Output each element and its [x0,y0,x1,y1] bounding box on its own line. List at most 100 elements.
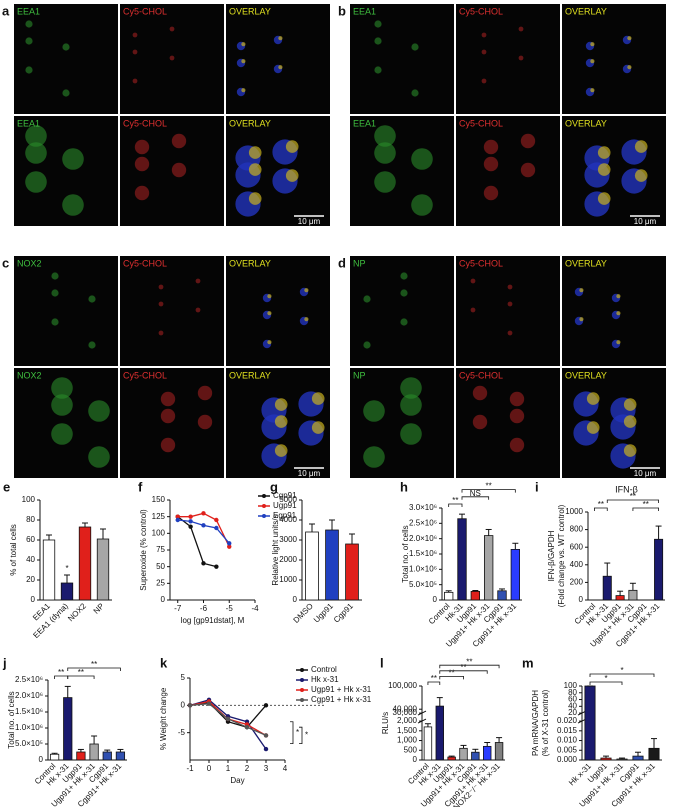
series-line [177,512,230,547]
stain [374,125,396,147]
stain [51,423,73,445]
y-tick-label: 1000 [565,507,583,516]
stain [411,148,433,170]
image-label: EEA1 [353,118,376,128]
image-label: EEA1 [17,118,40,128]
bar [457,518,467,601]
bar [305,531,319,601]
y-tick-label: 2.5×10⁶ [15,675,43,684]
stain [623,444,637,457]
image-label: Cy5-CHOL [459,118,503,128]
stain [634,169,648,182]
stain [158,330,164,336]
image-label: Cy5-CHOL [459,370,503,380]
stain [363,400,385,422]
stain [267,340,272,345]
y-tick-label: 2.0×10⁶ [409,534,437,543]
y-tick-label: 50 [156,562,165,571]
stain [374,171,396,193]
stain [597,163,611,176]
point [214,525,219,531]
series-line [189,699,267,750]
stain [171,133,187,149]
point [244,725,250,730]
bar [42,539,56,601]
y-tick-label: 0 [579,595,584,604]
stain [616,340,621,345]
panel-letter: i [535,479,539,494]
stain [481,78,487,84]
bar [483,745,492,761]
chart-title: IFN-β [615,484,638,494]
bar [584,685,596,761]
y-tick-label: 2.0×10⁶ [15,691,43,700]
stain [62,89,70,97]
stain [197,385,213,401]
y-tick-label: 4000 [279,515,297,524]
y-tick-label: 0 [181,700,186,709]
stain [616,294,621,299]
micrograph [226,256,330,366]
significance-bracket [461,496,490,500]
image-label: NOX2 [17,258,42,268]
x-axis-label: Day [230,776,244,785]
panel-letter: d [338,255,346,270]
significance: * [620,666,623,675]
stain [51,289,59,297]
stain [285,169,299,182]
stain [134,139,150,155]
micrograph [562,256,666,366]
bar [471,751,480,761]
stain [400,377,422,399]
x-tick-label: DMSO [292,602,315,625]
legend-label: Hk x-31 [311,675,339,684]
panel-letter: h [400,479,408,494]
stain [267,294,272,299]
significance: ** [598,500,604,509]
stain [171,162,187,178]
image-label: Cy5-CHOL [123,370,167,380]
y-tick-label: 0 [433,595,438,604]
point [188,519,193,524]
bar [497,590,507,601]
legend-label: Control [311,665,337,674]
stain [25,66,33,74]
point [201,561,206,566]
y-tick-label: 0 [413,755,418,764]
bar [345,543,359,601]
bar [616,758,628,761]
stain [586,421,600,434]
y-tick-label: 200 [570,578,584,587]
stain [25,142,47,164]
stain [25,171,47,193]
stain [169,26,175,32]
micrograph [350,4,454,114]
y-tick-label: 1,000 [397,736,418,745]
y-tick-label: 0 [293,595,298,604]
y-tick-label: 0.010 [557,736,578,745]
stain [483,185,499,201]
legend-label: Ugp91 + Hk x-31 [311,685,372,694]
image-label: OVERLAY [565,370,607,380]
bar [483,535,494,601]
stain [88,400,110,422]
stain [285,140,299,153]
significance: ** [466,657,472,666]
point [225,716,231,722]
stain [374,142,396,164]
panel-letter: k [160,655,168,670]
legend-marker [300,698,304,702]
x-tick-label: 0 [207,764,212,773]
y-tick-label: 60 [568,695,577,704]
significance: ** [460,663,466,672]
y-tick-label: 100 [152,528,166,537]
bar [447,756,456,761]
stain [241,59,246,64]
bar [96,538,110,601]
stain [132,49,138,55]
stain [634,140,648,153]
legend-label: Egp91 [273,511,297,520]
stain [278,65,283,70]
stain [616,311,621,316]
